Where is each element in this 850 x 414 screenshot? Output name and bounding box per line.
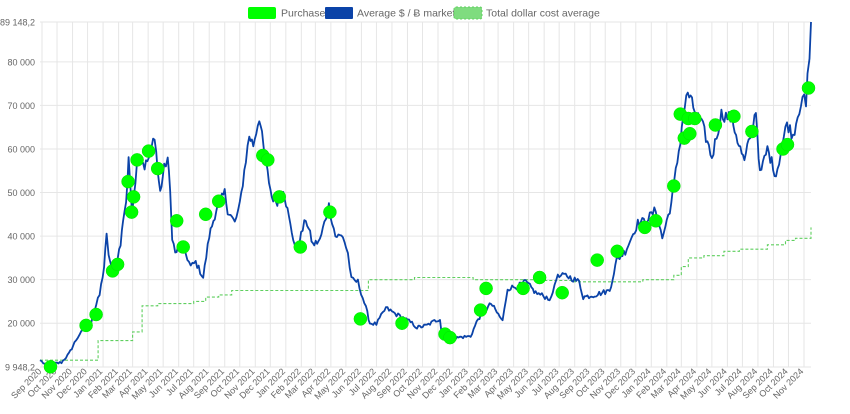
purchase-point[interactable] (638, 220, 652, 235)
purchase-point[interactable] (667, 179, 681, 193)
purchase-point[interactable] (141, 144, 156, 158)
purchase-point[interactable] (780, 137, 795, 152)
y-tick-label: 50 000 (7, 188, 35, 198)
purchase-point[interactable] (532, 270, 547, 285)
purchase-point[interactable] (43, 360, 58, 374)
legend-item-market-price[interactable]: Average $ / Ƀ market price (325, 7, 481, 20)
purchase-point[interactable] (124, 205, 139, 219)
y-tick-label: 20 000 (7, 319, 35, 329)
purchase-point[interactable] (649, 214, 663, 228)
legend-swatch-market-price (325, 7, 353, 19)
y-tick-label: 9 948,2 (5, 363, 35, 373)
purchase-point[interactable] (126, 190, 141, 204)
legend[interactable]: Purchases Average $ / Ƀ market price Tot… (248, 6, 600, 20)
y-tick-label: 30 000 (7, 275, 35, 285)
purchase-point[interactable] (479, 281, 493, 296)
series-layer (39, 21, 812, 367)
legend-swatch-purchases (248, 7, 276, 19)
y-tick-label: 89 148,2 (0, 18, 35, 28)
legend-item-dca[interactable]: Total dollar cost average (453, 6, 600, 20)
purchase-point[interactable] (683, 126, 697, 141)
y-tick-label: 60 000 (7, 144, 35, 154)
purchase-point[interactable] (211, 194, 226, 208)
purchase-point[interactable] (443, 330, 457, 345)
purchase-point[interactable] (150, 161, 165, 176)
purchase-point[interactable] (261, 153, 275, 167)
purchase-point[interactable] (130, 153, 144, 167)
purchase-point[interactable] (610, 244, 624, 259)
purchase-point[interactable] (688, 111, 702, 126)
legend-label-purchases: Purchases (281, 8, 331, 20)
purchase-point[interactable] (590, 253, 604, 267)
legend-label-market-price: Average $ / Ƀ market price (357, 8, 481, 20)
purchase-point[interactable] (395, 316, 409, 330)
purchase-point[interactable] (89, 307, 103, 322)
purchase-point[interactable] (473, 303, 488, 317)
purchase-point[interactable] (516, 281, 530, 296)
purchase-point[interactable] (708, 118, 723, 132)
legend-item-purchases[interactable]: Purchases (248, 7, 331, 20)
purchase-point[interactable] (272, 190, 287, 204)
purchase-point[interactable] (293, 240, 308, 254)
purchase-point[interactable] (801, 81, 816, 95)
y-tick-label: 70 000 (7, 101, 35, 111)
purchase-point[interactable] (110, 257, 125, 272)
purchase-point[interactable] (323, 205, 337, 219)
y-axis-ticks: 9 948,2 20 000 30 000 40 000 50 000 60 000 70 … (0, 18, 35, 373)
purchase-point[interactable] (727, 109, 741, 124)
purchase-point[interactable] (198, 207, 213, 222)
y-tick-label: 40 000 (7, 232, 35, 242)
grid (40, 21, 811, 368)
purchase-point[interactable] (176, 240, 190, 254)
purchase-point[interactable] (555, 285, 569, 300)
purchase-point[interactable] (121, 174, 135, 189)
series-line-market-price (39, 21, 812, 367)
purchase-point[interactable] (353, 312, 368, 326)
legend-swatch-dca (453, 6, 483, 20)
legend-label-dca: Total dollar cost average (486, 8, 600, 20)
series-line-dca (40, 227, 812, 361)
purchase-points (43, 81, 816, 374)
purchase-point[interactable] (745, 124, 759, 139)
y-tick-label: 80 000 (7, 57, 35, 67)
purchase-point[interactable] (169, 214, 184, 228)
purchase-point[interactable] (79, 318, 93, 333)
